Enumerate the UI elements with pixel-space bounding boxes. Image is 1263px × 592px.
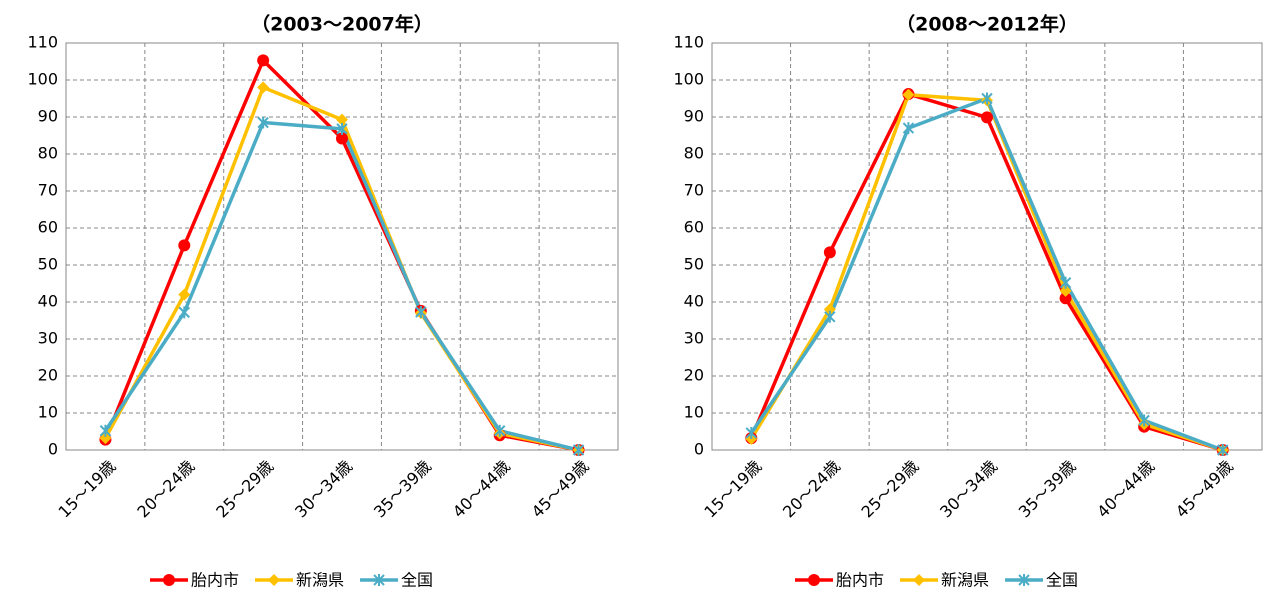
x-tick-label: 25～29歳 bbox=[212, 457, 277, 522]
marker bbox=[336, 132, 348, 145]
legend-marker bbox=[163, 574, 175, 586]
x-tick-label: 35～39歳 bbox=[1015, 457, 1080, 522]
marker bbox=[257, 116, 269, 129]
legend-label: 新潟県 bbox=[296, 571, 344, 590]
y-tick-label: 110 bbox=[673, 33, 704, 52]
x-tick-label: 25～29歳 bbox=[858, 457, 923, 522]
legend-label: 新潟県 bbox=[941, 571, 989, 590]
marker bbox=[415, 305, 427, 318]
x-tick-label: 30～34歳 bbox=[291, 457, 356, 522]
marker bbox=[981, 111, 993, 124]
y-tick-label: 110 bbox=[27, 33, 58, 52]
x-tick-label: 40～44歳 bbox=[1093, 457, 1158, 522]
chart-title: （2008～2012年） bbox=[896, 13, 1078, 36]
legend-label: 胎内市 bbox=[191, 571, 239, 590]
marker bbox=[178, 306, 190, 319]
marker bbox=[1217, 444, 1229, 456]
marker bbox=[99, 424, 112, 437]
legend-marker bbox=[268, 574, 281, 586]
marker bbox=[823, 246, 836, 259]
y-tick-label: 10 bbox=[38, 403, 58, 422]
x-tick-label: 20～24歳 bbox=[133, 457, 198, 522]
marker bbox=[824, 310, 836, 323]
legend-marker bbox=[1018, 574, 1030, 586]
legend-label: 全国 bbox=[1046, 571, 1078, 590]
marker bbox=[494, 424, 506, 437]
legend-marker bbox=[373, 574, 385, 586]
legend-marker bbox=[808, 574, 820, 586]
marker bbox=[178, 288, 191, 301]
y-tick-label: 10 bbox=[684, 403, 704, 422]
legend-label: 胎内市 bbox=[836, 571, 884, 590]
y-tick-label: 70 bbox=[38, 181, 58, 200]
marker bbox=[336, 122, 348, 135]
y-tick-label: 80 bbox=[684, 144, 704, 163]
marker bbox=[1059, 284, 1072, 297]
x-tick-label: 30～34歳 bbox=[936, 457, 1001, 522]
y-tick-label: 60 bbox=[38, 218, 58, 237]
y-tick-label: 20 bbox=[38, 366, 58, 385]
chart-title: （2003～2007年） bbox=[251, 13, 433, 36]
y-tick-label: 20 bbox=[684, 366, 704, 385]
y-tick-label: 30 bbox=[38, 329, 58, 348]
y-tick-label: 90 bbox=[684, 107, 704, 126]
legend-marker bbox=[913, 574, 926, 586]
x-tick-label: 35～39歳 bbox=[370, 457, 435, 522]
y-tick-label: 0 bbox=[48, 440, 58, 459]
marker bbox=[572, 444, 585, 456]
x-tick-label: 20～24歳 bbox=[779, 457, 844, 522]
marker bbox=[1059, 292, 1072, 305]
series-line bbox=[103, 120, 579, 452]
x-tick-label: 15～19歳 bbox=[700, 457, 765, 522]
series-line bbox=[749, 92, 1224, 452]
y-tick-label: 100 bbox=[27, 70, 58, 89]
y-tick-label: 100 bbox=[673, 70, 704, 89]
x-tick-label: 15～19歳 bbox=[55, 457, 120, 522]
y-tick-label: 70 bbox=[684, 181, 704, 200]
marker bbox=[902, 122, 915, 135]
plot-border bbox=[711, 42, 1263, 451]
marker bbox=[257, 54, 270, 67]
legend-label: 全国 bbox=[401, 571, 433, 590]
marker bbox=[336, 113, 348, 126]
plot-border bbox=[65, 42, 619, 451]
y-tick-label: 0 bbox=[694, 440, 704, 459]
y-tick-label: 40 bbox=[684, 292, 704, 311]
marker bbox=[745, 426, 757, 439]
marker bbox=[902, 88, 915, 101]
marker bbox=[1059, 276, 1072, 289]
x-tick-label: 40～44歳 bbox=[449, 457, 514, 522]
x-tick-label: 45～49歳 bbox=[1172, 457, 1237, 522]
marker bbox=[981, 92, 993, 105]
y-tick-label: 80 bbox=[38, 144, 58, 163]
marker bbox=[178, 239, 191, 252]
marker bbox=[257, 81, 270, 94]
marker bbox=[1138, 414, 1150, 427]
y-tick-label: 60 bbox=[684, 218, 704, 237]
y-tick-label: 30 bbox=[684, 329, 704, 348]
y-tick-label: 40 bbox=[38, 292, 58, 311]
y-tick-label: 50 bbox=[684, 255, 704, 274]
y-tick-label: 90 bbox=[38, 107, 58, 126]
x-tick-label: 45～49歳 bbox=[528, 457, 593, 522]
y-tick-label: 50 bbox=[38, 255, 58, 274]
